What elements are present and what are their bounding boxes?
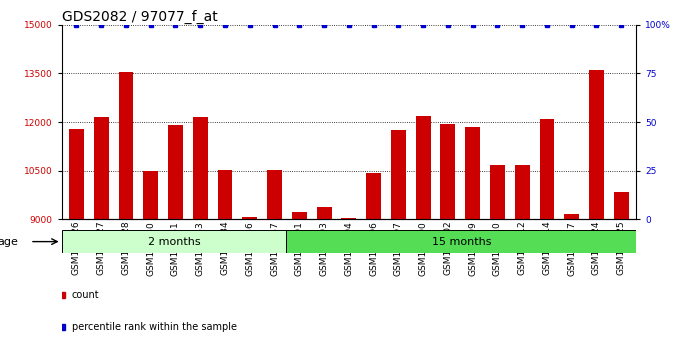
Bar xyxy=(366,173,381,219)
Bar xyxy=(416,116,430,219)
Bar xyxy=(62,230,287,253)
Bar xyxy=(391,130,406,219)
Bar xyxy=(490,165,505,219)
Bar xyxy=(218,170,233,219)
Bar xyxy=(440,124,456,219)
Bar xyxy=(540,119,555,219)
Bar xyxy=(168,125,183,219)
Bar xyxy=(292,212,306,219)
Bar xyxy=(242,217,257,219)
Bar xyxy=(94,117,109,219)
Text: count: count xyxy=(72,290,99,300)
Bar xyxy=(564,213,579,219)
Bar xyxy=(589,70,604,219)
Text: GDS2082 / 97077_f_at: GDS2082 / 97077_f_at xyxy=(62,10,218,24)
Text: 15 months: 15 months xyxy=(432,236,491,247)
Bar xyxy=(287,230,636,253)
Text: percentile rank within the sample: percentile rank within the sample xyxy=(72,322,237,332)
Text: 2 months: 2 months xyxy=(148,236,200,247)
Bar xyxy=(193,117,208,219)
Bar xyxy=(143,171,158,219)
Bar xyxy=(614,192,629,219)
Bar xyxy=(267,170,282,219)
Bar xyxy=(118,72,133,219)
Bar xyxy=(69,129,84,219)
Bar xyxy=(341,217,356,219)
Bar xyxy=(465,127,480,219)
Bar xyxy=(515,165,529,219)
Text: age: age xyxy=(0,236,18,247)
Bar xyxy=(317,207,332,219)
